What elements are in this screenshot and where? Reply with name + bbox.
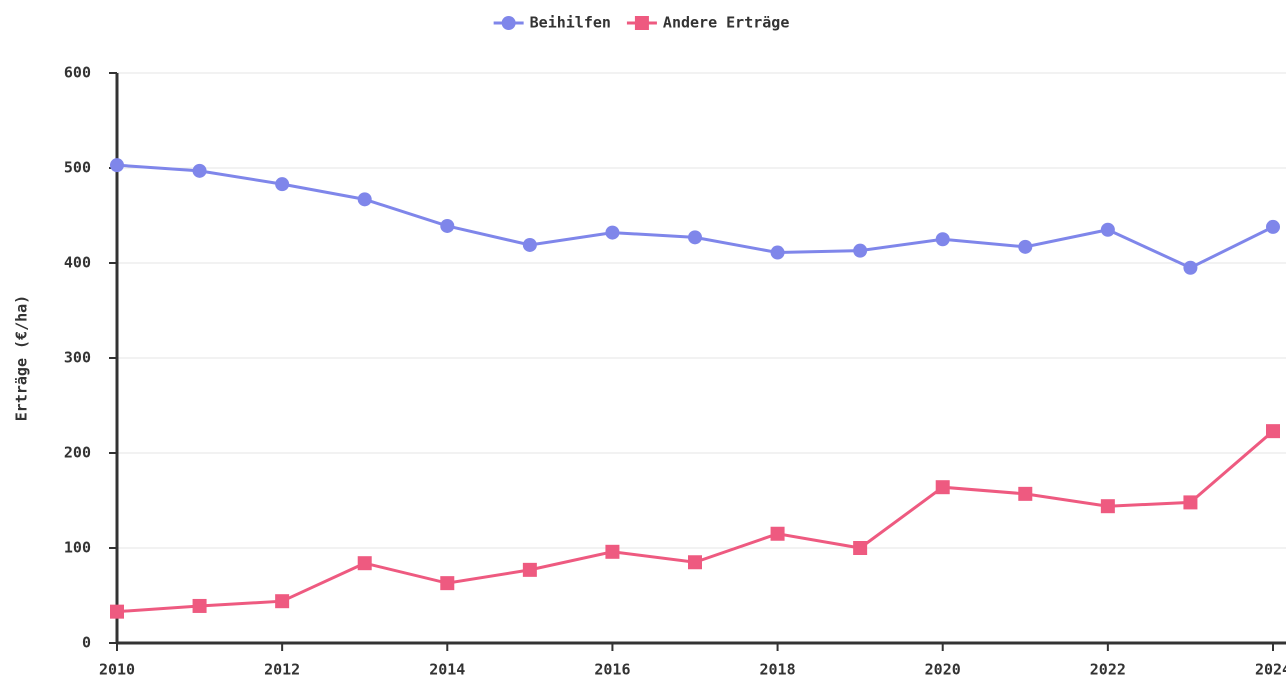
data-point <box>440 576 455 591</box>
x-tick-label: 2010 <box>99 661 135 679</box>
data-point <box>275 177 290 192</box>
data-point <box>275 594 290 609</box>
data-point <box>1018 239 1033 254</box>
data-point <box>688 555 702 570</box>
legend-item: Andere Erträge <box>626 14 789 32</box>
y-tick-label: 200 <box>64 444 91 462</box>
series-line <box>116 163 1274 270</box>
data-point <box>605 544 620 559</box>
data-point <box>110 158 124 173</box>
x-tick-label: 2012 <box>264 661 300 679</box>
x-tick-label: 2020 <box>925 661 961 679</box>
legend-swatch <box>634 16 649 30</box>
y-tick-label: 0 <box>82 634 91 652</box>
legend-swatch <box>501 16 516 30</box>
y-tick-label: 400 <box>64 254 91 272</box>
x-tick-label: 2016 <box>594 661 630 679</box>
y-tick-label: 100 <box>64 539 91 557</box>
x-tick-label: 2022 <box>1090 661 1126 679</box>
legend-item: Beihilfen <box>493 14 611 32</box>
legend-label: Andere Erträge <box>663 14 789 32</box>
y-axis-label: Erträge (€/ha) <box>13 295 31 421</box>
data-point <box>192 598 207 613</box>
series-line <box>116 430 1274 614</box>
data-point <box>357 556 372 571</box>
data-point <box>1100 222 1115 237</box>
data-point <box>1100 499 1115 514</box>
data-point <box>935 232 950 247</box>
data-point <box>1018 486 1033 501</box>
data-point <box>770 245 785 260</box>
data-point <box>192 163 207 178</box>
data-point <box>605 225 620 240</box>
data-point <box>935 480 950 495</box>
data-point <box>110 604 124 619</box>
legend-label: Beihilfen <box>530 14 611 32</box>
data-point <box>1266 424 1280 439</box>
data-point <box>1183 260 1198 275</box>
data-point <box>522 237 537 252</box>
x-tick-label: 2014 <box>429 661 465 679</box>
data-point <box>1266 219 1280 234</box>
data-point <box>440 218 455 233</box>
data-point <box>853 541 868 555</box>
data-point <box>357 192 372 207</box>
data-point <box>1183 495 1198 510</box>
data-point <box>853 243 868 258</box>
legend: Beihilfen Andere Erträge <box>493 14 789 32</box>
x-tick-label: 2018 <box>760 661 796 679</box>
y-tick-label: 300 <box>64 349 91 367</box>
data-point <box>522 562 537 577</box>
data-point <box>770 526 785 541</box>
y-tick-label: 600 <box>64 64 91 82</box>
data-point <box>688 230 702 245</box>
y-tick-label: 500 <box>64 159 91 177</box>
x-tick-label: 2024 <box>1255 661 1286 679</box>
